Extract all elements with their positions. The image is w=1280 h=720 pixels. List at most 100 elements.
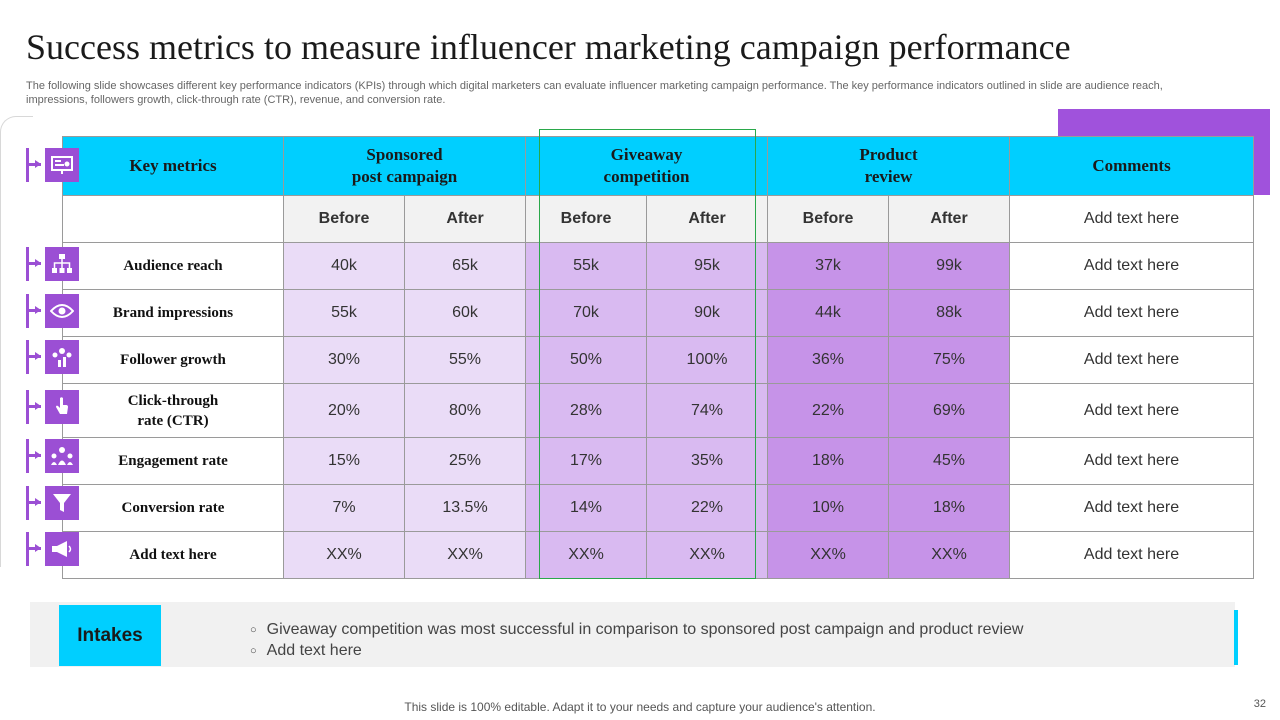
header-comments: Comments [1009,136,1255,196]
product-after-cell: 45% [888,437,1011,485]
row-marker [26,532,42,566]
sponsored-after-cell: 55% [403,336,527,384]
intakes-bullet[interactable]: Add text here [250,641,1023,662]
people-growth-icon [45,340,79,374]
sponsored-before-cell: 40k [283,242,405,290]
team-engagement-icon [45,439,79,473]
row-icon-column [26,0,86,720]
subheader-giveaway-before: Before [525,195,648,243]
row-marker [26,486,42,520]
header-sponsored-post-campaign: Sponsored post campaign [282,136,527,196]
page-number: 32 [1253,698,1266,710]
product-before-cell: 44k [767,289,890,337]
row-marker [26,294,42,328]
intakes-bullet-list: Giveaway competition was most successful… [250,620,1024,662]
table-subheader-row: Before After Before After Before After A… [62,195,1255,243]
giveaway-after-cell: 90k [646,289,769,337]
sponsored-before-cell: 55k [283,289,405,337]
product-after-cell: XX% [888,531,1011,579]
header-giveaway-competition: Giveaway competition [525,136,769,196]
comment-cell[interactable]: Add text here [1009,383,1255,438]
comment-cell[interactable]: Add text here [1009,336,1255,384]
subheader-sponsored-after: After [403,195,527,243]
comment-cell[interactable]: Add text here [1009,437,1255,485]
table-row-audience-reach: Audience reach 40k 65k 55k 95k 37k 99k A… [62,242,1255,290]
sponsored-before-cell: 30% [283,336,405,384]
metric-label: Brand impressions [62,289,284,337]
row-marker [26,340,42,374]
row-marker [26,439,42,473]
presentation-icon [45,148,79,182]
megaphone-icon [45,532,79,566]
metric-label: Audience reach [62,242,284,290]
giveaway-before-cell: 28% [525,383,648,438]
metric-label: Follower growth [62,336,284,384]
comment-cell[interactable]: Add text here [1009,531,1255,579]
intakes-accent-bar [1234,610,1238,665]
decorative-left-bracket [0,116,33,567]
click-hand-icon [45,390,79,424]
product-before-cell: XX% [767,531,890,579]
metric-label: Click-through rate (CTR) [62,383,284,438]
subheader-product-after: After [888,195,1011,243]
metric-label: Conversion rate [62,484,284,532]
header-key-metrics: Key metrics [62,136,284,196]
sponsored-before-cell: 20% [283,383,405,438]
product-after-cell: 18% [888,484,1011,532]
header-product-review: Product review [767,136,1011,196]
eye-icon [45,294,79,328]
row-marker [26,148,42,182]
product-before-cell: 37k [767,242,890,290]
subheader-product-before: Before [767,195,890,243]
sponsored-before-cell: 7% [283,484,405,532]
giveaway-before-cell: XX% [525,531,648,579]
sponsored-before-cell: XX% [283,531,405,579]
row-marker [26,247,42,281]
intakes-bullet: Giveaway competition was most successful… [250,620,1024,641]
giveaway-before-cell: 55k [525,242,648,290]
slide-title: Success metrics to measure influencer ma… [26,27,1071,67]
table-row-click-through-rate: Click-through rate (CTR) 20% 80% 28% 74% … [62,383,1255,438]
giveaway-before-cell: 50% [525,336,648,384]
hierarchy-icon [45,247,79,281]
metric-label: Engagement rate [62,437,284,485]
sponsored-after-cell: 80% [403,383,527,438]
sponsored-after-cell: 13.5% [403,484,527,532]
comment-cell[interactable]: Add text here [1009,242,1255,290]
sponsored-before-cell: 15% [283,437,405,485]
funnel-icon [45,486,79,520]
product-before-cell: 18% [767,437,890,485]
giveaway-after-cell: 22% [646,484,769,532]
table-row-engagement-rate: Engagement rate 15% 25% 17% 35% 18% 45% … [62,437,1255,485]
giveaway-before-cell: 14% [525,484,648,532]
metrics-table: Key metrics Sponsored post campaign Givea… [62,136,1255,579]
product-before-cell: 36% [767,336,890,384]
metric-label[interactable]: Add text here [62,531,284,579]
comment-cell[interactable]: Add text here [1009,289,1255,337]
sponsored-after-cell: 25% [403,437,527,485]
giveaway-after-cell: 74% [646,383,769,438]
product-after-cell: 69% [888,383,1011,438]
slide-subtitle: The following slide showcases different … [26,80,1163,106]
sponsored-after-cell: 60k [403,289,527,337]
giveaway-after-cell: XX% [646,531,769,579]
table-row-conversion-rate: Conversion rate 7% 13.5% 14% 22% 10% 18%… [62,484,1255,532]
product-after-cell: 88k [888,289,1011,337]
product-before-cell: 10% [767,484,890,532]
intakes-label: Intakes [59,605,161,666]
table-row-follower-growth: Follower growth 30% 55% 50% 100% 36% 75%… [62,336,1255,384]
slide-footer: This slide is 100% editable. Adapt it to… [404,700,876,714]
row-marker [26,390,42,424]
giveaway-after-cell: 95k [646,242,769,290]
product-before-cell: 22% [767,383,890,438]
giveaway-before-cell: 17% [525,437,648,485]
product-after-cell: 75% [888,336,1011,384]
giveaway-before-cell: 70k [525,289,648,337]
comment-cell[interactable]: Add text here [1009,484,1255,532]
table-header-row: Key metrics Sponsored post campaign Givea… [62,136,1255,196]
sponsored-after-cell: XX% [403,531,527,579]
subheader-comment-cell[interactable]: Add text here [1009,195,1255,243]
product-after-cell: 99k [888,242,1011,290]
giveaway-after-cell: 35% [646,437,769,485]
sponsored-after-cell: 65k [403,242,527,290]
